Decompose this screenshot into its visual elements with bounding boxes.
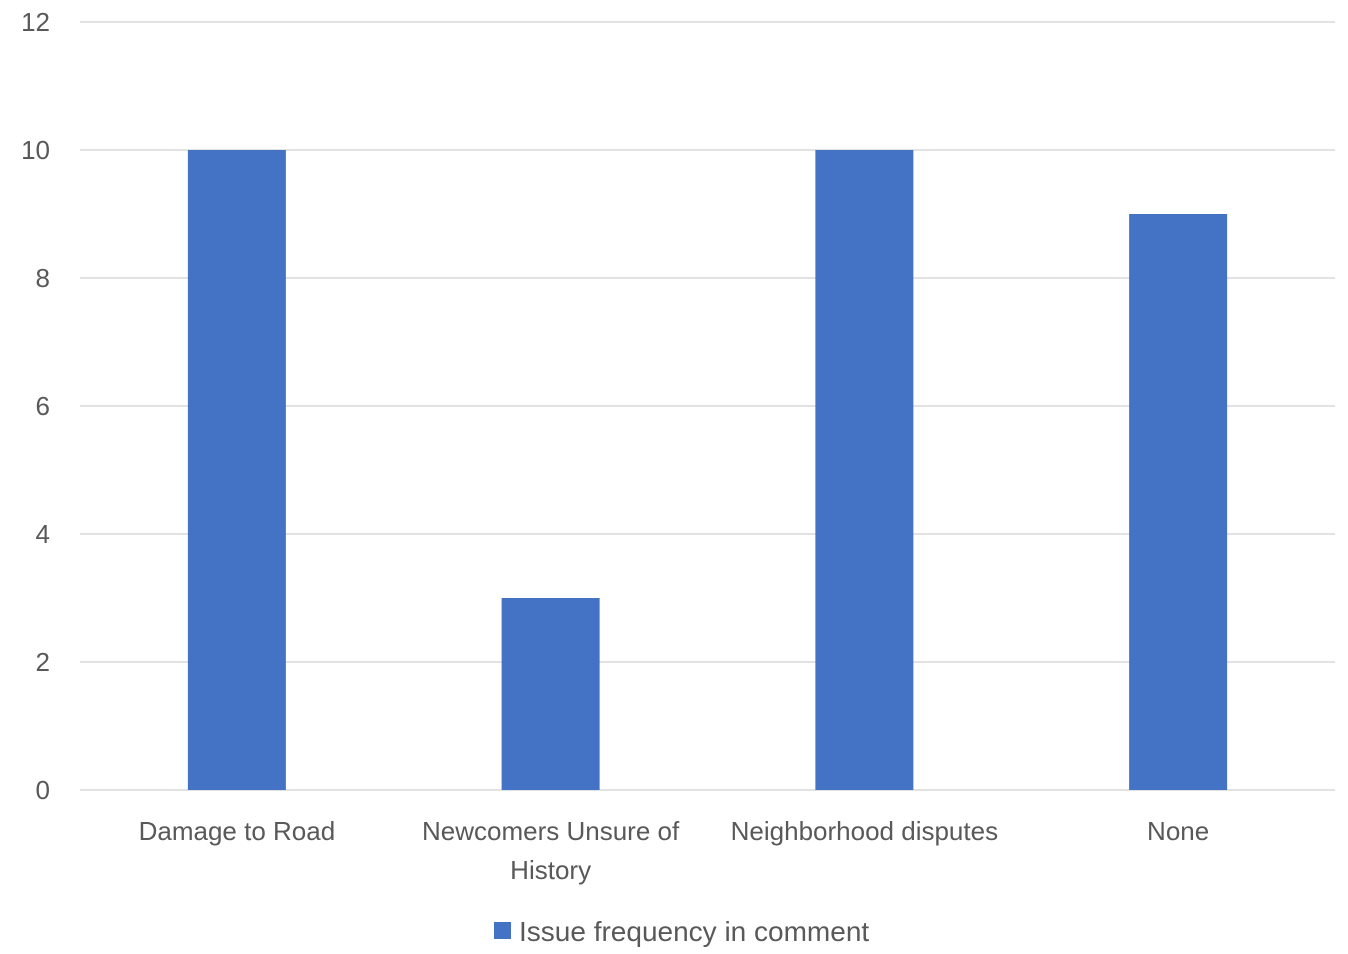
legend-label: Issue frequency in comment [519, 916, 869, 947]
bars [187, 150, 1228, 790]
y-tick-label: 10 [21, 135, 50, 165]
gridlines [80, 21, 1335, 791]
bar [187, 150, 286, 790]
x-category-label: Neighborhood disputes [731, 816, 998, 846]
y-tick-label: 12 [21, 7, 50, 37]
y-axis-ticks: 0 2 4 6 8 10 12 [21, 7, 50, 805]
y-tick-label: 4 [36, 519, 50, 549]
legend-swatch [494, 922, 511, 939]
y-tick-label: 6 [36, 391, 50, 421]
bar [815, 150, 914, 790]
x-category-label: None [1147, 816, 1209, 846]
y-tick-label: 8 [36, 263, 50, 293]
x-axis-categories: Damage to Road Newcomers Unsure of History… [139, 816, 1210, 885]
y-tick-label: 0 [36, 775, 50, 805]
legend: Issue frequency in comment [494, 916, 869, 947]
x-category-label: Newcomers Unsure of History [422, 816, 680, 885]
bar [501, 598, 600, 790]
bar [1129, 214, 1228, 790]
x-category-label: Damage to Road [139, 816, 336, 846]
y-tick-label: 2 [36, 647, 50, 677]
